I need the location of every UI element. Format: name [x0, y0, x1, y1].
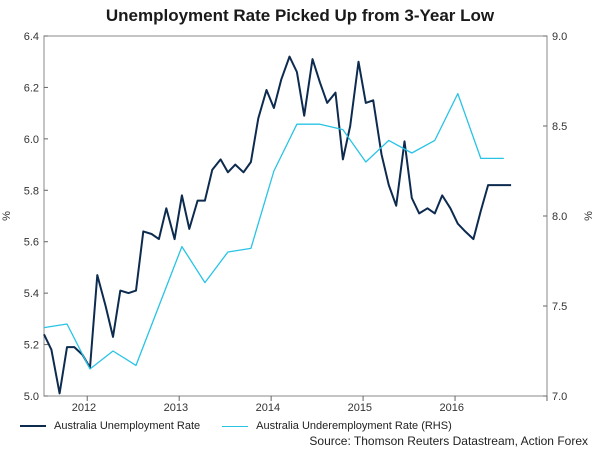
right-tick-label: 8.5: [552, 121, 567, 133]
legend-label-underemployment: Australia Underemployment Rate (RHS): [256, 420, 452, 432]
series-line-underemployment: [43, 92, 504, 370]
left-tick-label: 6.0: [24, 134, 39, 146]
left-axis-unit-label: %: [1, 211, 13, 221]
source-note: Source: Thomson Reuters Datastream, Acti…: [309, 434, 588, 448]
legend: Australia Unemployment Rate Australia Un…: [20, 420, 474, 432]
left-tick-label: 5.6: [24, 237, 39, 249]
plot-frame: [43, 35, 548, 397]
chart-title: Unemployment Rate Picked Up from 3-Year …: [105, 6, 495, 25]
series-line-unemployment: [43, 55, 512, 395]
right-axis-unit-label: %: [583, 211, 595, 221]
legend-swatch-unemployment: [20, 425, 46, 427]
x-tick-label: 2015: [348, 402, 372, 414]
legend-item-underemployment: Australia Underemployment Rate (RHS): [222, 420, 452, 432]
left-tick-label: 6.4: [24, 31, 39, 43]
right-axis: 7.0 7.5 8.0 8.5 9.0: [543, 31, 567, 403]
left-tick-label: 5.8: [24, 185, 39, 197]
right-tick-label: 8.0: [552, 211, 567, 223]
left-axis: 5.0 5.2 5.4 5.6 5.8 6.0 6.2 6.4: [24, 31, 48, 403]
legend-swatch-underemployment: [222, 425, 249, 427]
x-tick-label: 2013: [164, 402, 188, 414]
left-tick-label: 5.2: [24, 340, 39, 352]
right-tick-label: 7.5: [552, 301, 567, 313]
legend-item-unemployment: Australia Unemployment Rate: [20, 420, 200, 432]
x-tick-label: 2016: [440, 402, 464, 414]
right-tick-label: 7.0: [552, 391, 567, 403]
legend-label-unemployment: Australia Unemployment Rate: [54, 420, 201, 432]
series-layer: [43, 55, 512, 395]
left-tick-label: 5.0: [24, 391, 39, 403]
left-tick-label: 6.2: [24, 82, 39, 94]
right-tick-label: 9.0: [552, 31, 567, 43]
x-tick-label: 2014: [256, 402, 280, 414]
x-axis: 2012 2013 2014 2015 2016: [72, 396, 548, 414]
x-tick-label: 2012: [72, 402, 96, 414]
left-tick-label: 5.4: [24, 288, 39, 300]
